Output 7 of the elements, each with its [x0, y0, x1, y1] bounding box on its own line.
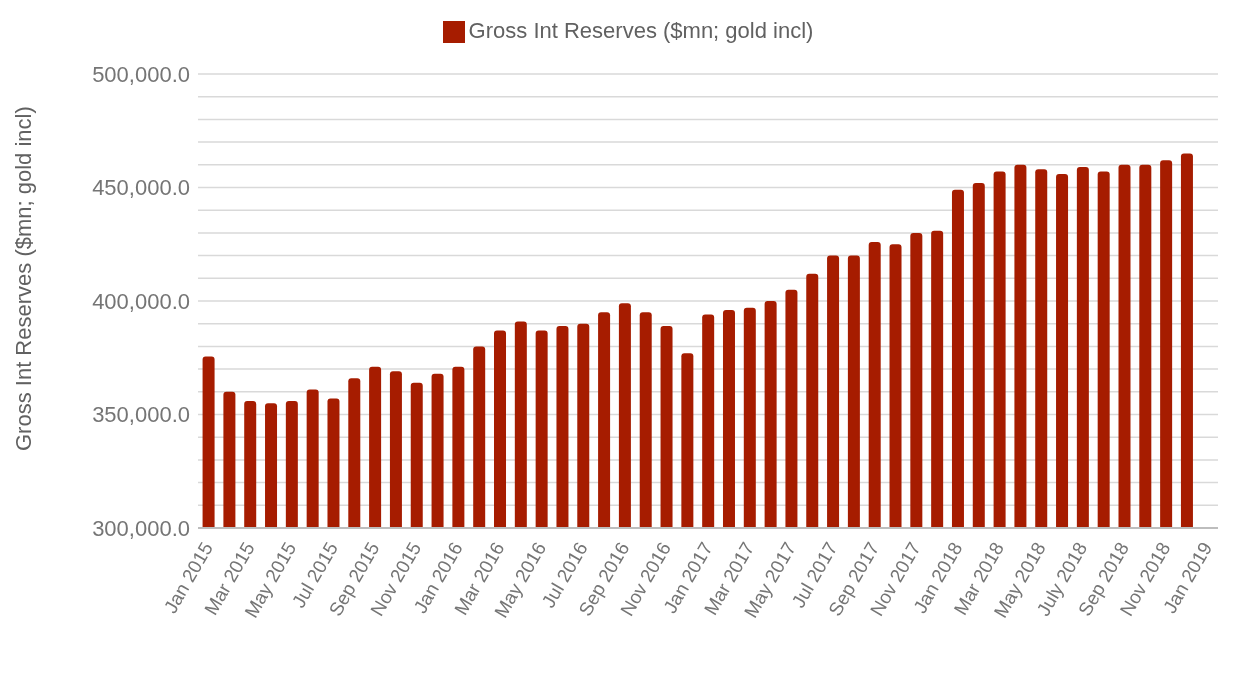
y-tick-label: 350,000.0 [92, 402, 190, 428]
legend-label: Gross Int Reserves ($mn; gold incl) [468, 18, 814, 43]
y-tick-label: 450,000.0 [92, 175, 190, 201]
y-tick-label: 300,000.0 [92, 515, 190, 541]
y-axis-title: Gross Int Reserves ($mn; gold incl) [10, 106, 36, 451]
y-tick-label: 500,000.0 [92, 61, 190, 87]
y-tick-label: 400,000.0 [92, 288, 190, 314]
